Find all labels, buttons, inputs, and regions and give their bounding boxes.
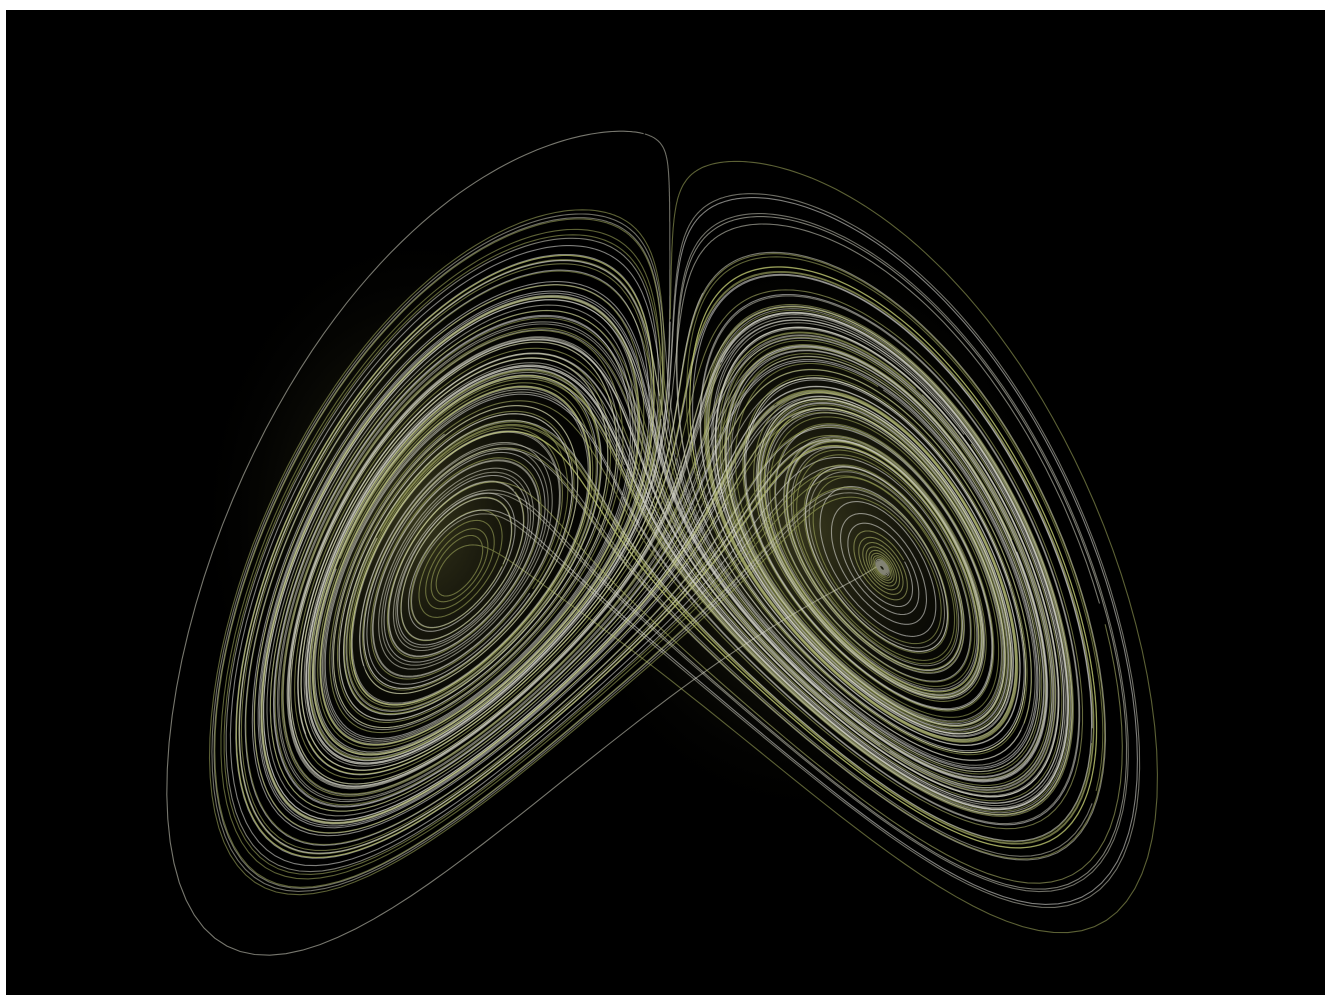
trajectory [288, 223, 1101, 809]
trajectory [266, 304, 1027, 817]
trajectory [211, 213, 1041, 892]
trajectory [258, 273, 1093, 827]
trajectory [269, 216, 1128, 890]
attractor [166, 130, 1158, 956]
trajectory [853, 530, 908, 601]
trajectory [166, 130, 890, 956]
trajectory [300, 213, 1129, 893]
trajectory [263, 293, 1081, 826]
trajectory [208, 209, 1104, 896]
trajectory [238, 260, 1093, 857]
trajectory [253, 284, 1123, 884]
trajectory [223, 234, 1051, 875]
